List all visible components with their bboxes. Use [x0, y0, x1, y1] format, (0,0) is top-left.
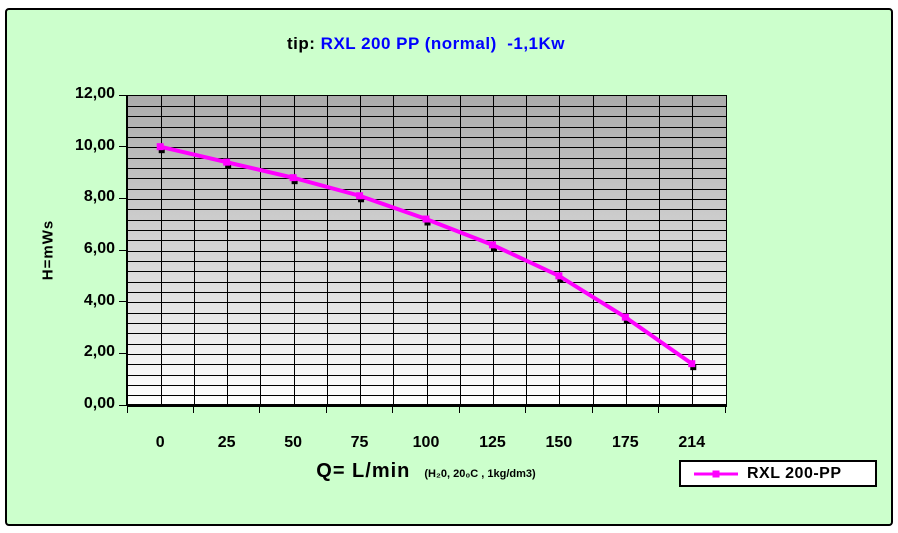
x-gridline	[326, 96, 328, 406]
y-axis-line	[126, 95, 128, 406]
x-gridline	[625, 96, 627, 406]
chart-title: tip: RXL 200 PP (normal) -1,1Kw	[127, 34, 725, 54]
y-tick-label: 4,00	[83, 291, 115, 309]
x-gridline	[160, 96, 162, 406]
x-tick-label: 125	[479, 434, 506, 451]
x-gridline	[426, 96, 428, 406]
y-axis-tick	[119, 404, 127, 406]
x-axis-tick	[392, 405, 394, 413]
x-axis-title-note: (H₂0, 20₀C , 1kg/dm3)	[424, 468, 536, 480]
x-axis-line	[126, 404, 726, 406]
marker-shadow	[623, 317, 630, 324]
x-gridline	[360, 96, 362, 406]
y-axis-tick	[119, 94, 127, 96]
series-marker	[156, 143, 164, 151]
y-tick-label: 2,00	[83, 343, 115, 361]
x-gridline	[592, 96, 594, 406]
y-axis-tick	[119, 197, 127, 199]
x-tick-label: 50	[284, 434, 302, 451]
chart-canvas: tip: RXL 200 PP (normal) -1,1Kw H=mWs Q=…	[5, 8, 893, 526]
y-tick-label: 6,00	[83, 240, 115, 257]
x-tick-label: 175	[611, 434, 639, 451]
x-axis-tick	[259, 405, 261, 413]
y-tick-label: 0,00	[83, 395, 115, 412]
series-marker	[488, 241, 496, 249]
x-gridline	[393, 96, 395, 406]
y-tick-label: 12,00	[74, 85, 115, 102]
x-axis-title-text: Q= L/min	[316, 460, 411, 482]
series-marker	[223, 158, 231, 166]
series-marker	[289, 174, 297, 182]
x-gridline	[526, 96, 528, 406]
x-tick-label: 150	[545, 434, 573, 451]
series-curve	[156, 143, 697, 371]
legend-series-label: RXL 200-PP	[747, 464, 842, 482]
y-tick-label: 8,00	[83, 188, 115, 206]
x-axis-tick	[458, 405, 460, 413]
y-tick-label: 10,00	[74, 136, 115, 154]
chart-title-main: RXL 200 PP (normal) -1,1Kw	[315, 34, 565, 53]
x-axis-tick	[591, 405, 593, 413]
x-axis-tick	[126, 405, 128, 413]
x-gridline	[293, 96, 295, 406]
marker-shadow	[158, 147, 165, 154]
x-gridline	[459, 96, 461, 406]
x-axis-tick	[658, 405, 660, 413]
x-tick-label: 25	[217, 434, 236, 451]
x-tick-label: 100	[412, 434, 440, 451]
legend-series-key-icon	[694, 470, 738, 477]
x-gridline	[193, 96, 195, 406]
x-gridline	[260, 96, 262, 406]
legend: RXL 200-PP	[679, 460, 877, 487]
y-axis-tick	[119, 249, 127, 251]
x-axis-tick	[192, 405, 194, 413]
x-gridline	[659, 96, 661, 406]
x-gridline	[692, 96, 694, 406]
series-marker	[422, 215, 430, 223]
x-gridline	[559, 96, 561, 406]
x-axis-title: Q= L/min (H₂0, 20₀C , 1kg/dm3)	[127, 460, 725, 483]
chart-title-prefix: tip:	[287, 34, 316, 53]
series-marker	[555, 272, 563, 280]
y-axis-tick	[119, 301, 127, 303]
series-line	[159, 144, 693, 366]
x-tick-label: 0	[155, 434, 165, 451]
y-axis-tick	[119, 352, 127, 354]
x-axis-tick	[525, 405, 527, 413]
x-tick-label: 75	[350, 434, 369, 451]
y-axis-tick	[119, 146, 127, 148]
series-marker	[621, 313, 629, 321]
series-marker	[688, 360, 696, 368]
series-marker	[356, 192, 364, 200]
x-tick-label: 214	[678, 434, 706, 451]
x-gridline	[227, 96, 229, 406]
plot-area	[127, 95, 727, 407]
x-axis-tick	[325, 405, 327, 413]
x-axis-tick	[724, 405, 726, 413]
